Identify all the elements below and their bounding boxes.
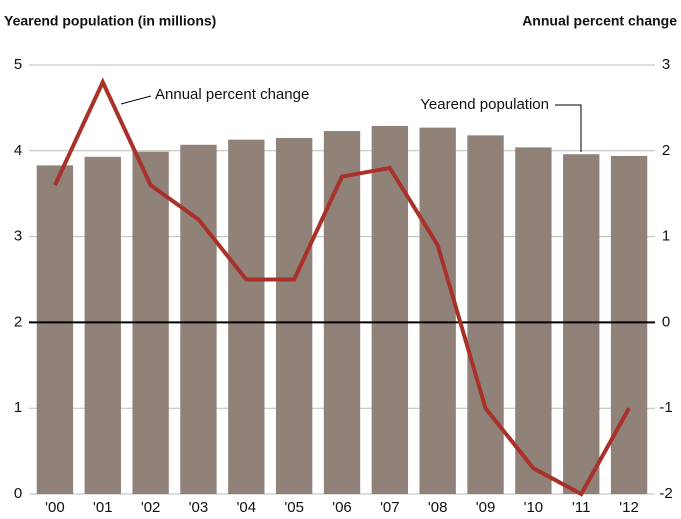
x-tick-label: '00 <box>45 499 65 516</box>
bar <box>371 125 409 494</box>
y2-tick-label: -1 <box>659 399 672 416</box>
x-tick-label: '06 <box>332 499 352 516</box>
x-tick-label: '12 <box>619 499 639 516</box>
bar <box>180 144 217 494</box>
bar <box>419 127 456 494</box>
x-tick-label: '09 <box>476 499 496 516</box>
bar <box>515 147 552 495</box>
x-tick-label: '02 <box>141 499 161 516</box>
y2-axis-title: Annual percent change <box>522 13 677 29</box>
annotation-leader <box>555 104 582 152</box>
bar <box>563 154 600 494</box>
y2-tick-label: 1 <box>662 228 670 245</box>
y-tick-label: 2 <box>14 313 22 330</box>
x-tick-label: '01 <box>93 499 113 516</box>
y2-tick-label: -2 <box>659 485 672 502</box>
y-axis-title: Yearend population (in millions) <box>4 13 216 29</box>
annotation: Yearend population <box>420 96 549 113</box>
annotation: Annual percent change <box>155 86 309 103</box>
annotation-leader <box>120 95 152 105</box>
bar <box>323 131 361 495</box>
y2-tick-label: 3 <box>662 56 670 73</box>
y-tick-label: 4 <box>14 142 22 159</box>
bar <box>84 156 121 494</box>
x-tick-label: '04 <box>237 499 257 516</box>
y-tick-label: 3 <box>14 228 22 245</box>
y2-tick-label: 2 <box>662 142 670 159</box>
x-tick-label: '07 <box>380 499 400 516</box>
y-tick-label: 0 <box>14 485 22 502</box>
bar <box>610 155 648 494</box>
x-tick-label: '10 <box>524 499 544 516</box>
y-tick-label: 1 <box>14 399 22 416</box>
y-tick-label: 5 <box>14 56 22 73</box>
bar <box>228 139 265 494</box>
bar <box>275 137 313 494</box>
line <box>53 77 631 497</box>
bar <box>36 165 74 495</box>
x-tick-label: '03 <box>189 499 209 516</box>
y2-tick-label: 0 <box>662 313 670 330</box>
x-tick-label: '11 <box>572 499 590 516</box>
x-tick-label: '05 <box>284 499 304 516</box>
bar <box>467 135 504 494</box>
x-tick-label: '08 <box>428 499 448 516</box>
